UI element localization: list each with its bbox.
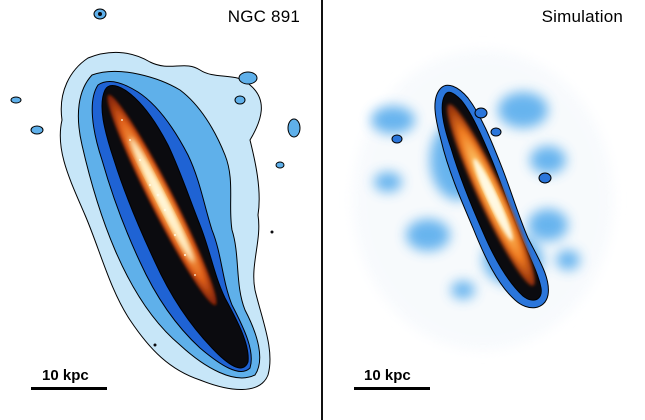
scale-bar-right [354,387,430,390]
scale-label-right: 10 kpc [364,367,411,384]
panel-simulation: Simulation 10 kpc [323,0,645,420]
panel-divider [321,0,323,420]
panel-label-ngc891: NGC 891 [227,7,300,26]
panel-label-simulation: Simulation [541,7,623,26]
ngc891-image [10,8,301,390]
simulation-image [353,50,613,350]
scale-bar-left [31,387,107,390]
star-speckles [121,119,196,276]
panel-ngc891: NGC 891 10 kpc [0,0,322,420]
halo-blobs [10,8,301,169]
scale-label-left: 10 kpc [42,367,89,384]
